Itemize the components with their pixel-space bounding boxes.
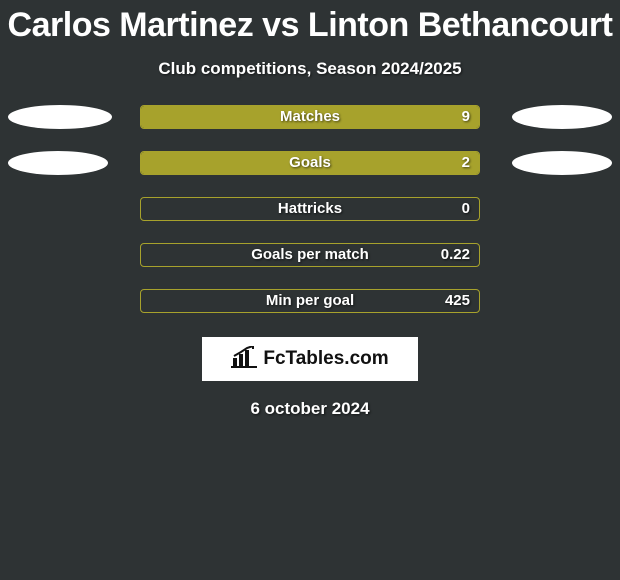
stat-row: Hattricks0 [0, 197, 620, 221]
stat-bar-fill [141, 106, 479, 128]
stat-bar-track [140, 197, 480, 221]
player-marker-ellipse [512, 105, 612, 129]
stat-bar-track [140, 151, 480, 175]
stat-bar-track [140, 105, 480, 129]
page-subtitle: Club competitions, Season 2024/2025 [0, 59, 620, 79]
player-marker-ellipse [8, 151, 108, 175]
player-marker-ellipse [8, 105, 112, 129]
stat-row: Min per goal425 [0, 289, 620, 313]
stat-bar-fill [141, 152, 479, 174]
player-marker-ellipse [512, 151, 612, 175]
page-root: Carlos Martinez vs Linton Bethancourt Cl… [0, 0, 620, 580]
stat-bar-track [140, 289, 480, 313]
page-title: Carlos Martinez vs Linton Bethancourt [0, 0, 620, 45]
stat-bar-track [140, 243, 480, 267]
bar-chart-icon [231, 346, 257, 373]
stat-row: Goals per match0.22 [0, 243, 620, 267]
logo-text: FcTables.com [263, 348, 388, 370]
date-text: 6 october 2024 [0, 399, 620, 419]
logo-box: FcTables.com [202, 337, 418, 381]
stats-block: Matches9Goals2Hattricks0Goals per match0… [0, 105, 620, 313]
